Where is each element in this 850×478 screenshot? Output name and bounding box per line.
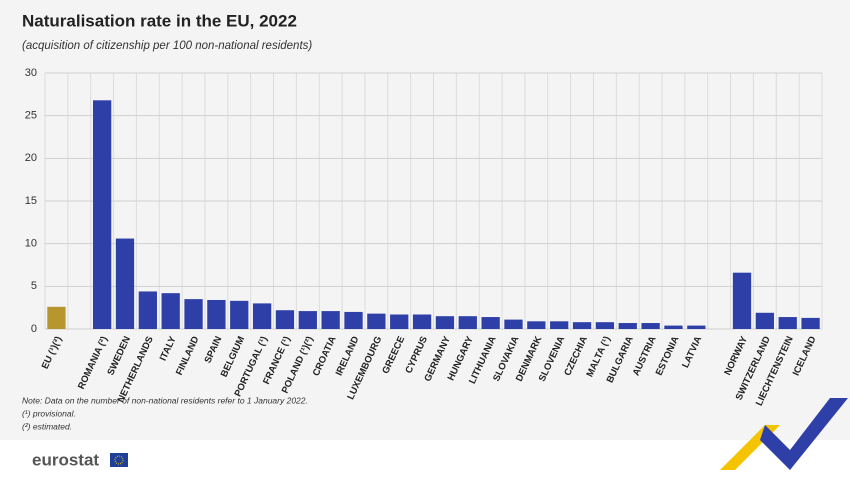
bar (367, 313, 386, 329)
bar (641, 323, 660, 329)
bar (115, 238, 135, 329)
y-tick-label: 25 (25, 110, 37, 122)
y-tick-label: 5 (31, 280, 37, 292)
bar (778, 317, 797, 329)
bar (252, 303, 272, 329)
chart-subtitle: (acquisition of citizenship per 100 non-… (22, 40, 312, 52)
note: Note: Data on the number of non-national… (22, 395, 308, 405)
bar (732, 272, 752, 329)
eu-flag (110, 453, 128, 467)
bar (412, 314, 432, 329)
logo-text: eurostat (32, 450, 99, 469)
note: (¹) provisional. (22, 408, 76, 418)
bar (458, 316, 477, 329)
note: (²) estimated. (22, 421, 72, 431)
decoration (760, 398, 848, 470)
bar (435, 316, 455, 329)
bar (572, 322, 592, 329)
bar (184, 299, 203, 329)
bar (138, 291, 157, 329)
bar (275, 310, 295, 329)
bar (504, 319, 523, 329)
bar (390, 314, 409, 329)
bar (664, 325, 683, 329)
bar (207, 299, 226, 329)
bar (801, 317, 820, 329)
bar (344, 311, 363, 329)
bar (481, 317, 500, 329)
bar (687, 325, 706, 329)
bar (298, 311, 317, 329)
footer-band (0, 440, 850, 478)
bar (230, 300, 249, 329)
y-tick-label: 10 (25, 238, 37, 250)
bar (618, 323, 637, 329)
bar (161, 293, 180, 329)
bar (321, 311, 340, 329)
y-tick-label: 15 (25, 195, 37, 207)
bar (92, 100, 112, 329)
y-tick-label: 0 (31, 323, 37, 335)
bar (595, 322, 615, 329)
bar (550, 321, 569, 329)
bar (755, 312, 775, 329)
y-tick-label: 20 (25, 152, 37, 164)
bar (47, 306, 66, 329)
y-tick-label: 30 (25, 67, 37, 79)
chart-title: Naturalisation rate in the EU, 2022 (22, 11, 297, 30)
eu-stars (114, 455, 124, 465)
bar (527, 321, 546, 329)
